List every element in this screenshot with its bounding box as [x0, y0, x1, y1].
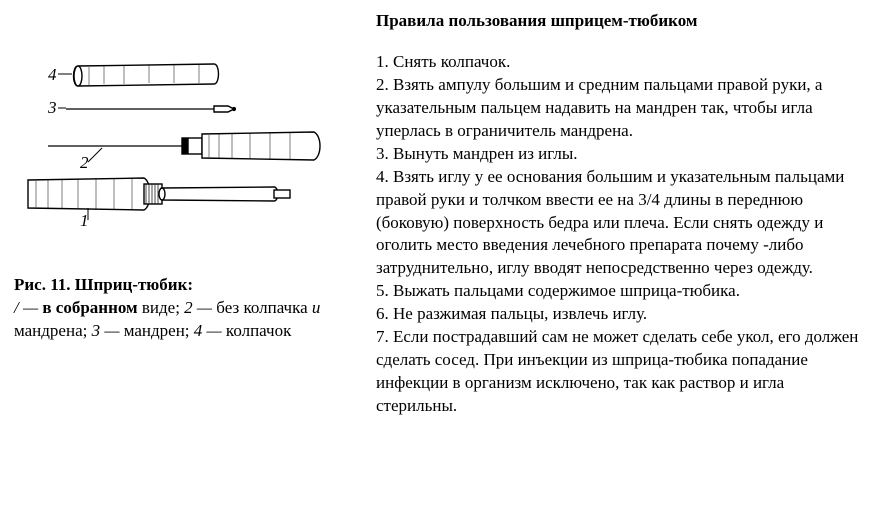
rule-7: 7. Если пострадавший сам не может сделат…	[376, 326, 862, 418]
rules-title: Правила пользования шприцем-тюбиком	[376, 10, 862, 33]
rule-3: 3. Вынуть мандрен из иглы.	[376, 143, 862, 166]
rule-5: 5. Выжать пальцами содержимое шприца-тюб…	[376, 280, 862, 303]
figure-label-2: 2	[80, 153, 89, 172]
rules-list: 1. Снять колпачок. 2. Взять ампулу больш…	[376, 51, 862, 418]
figure-block: 4 3 2 1	[14, 50, 350, 232]
figure-label-1: 1	[80, 211, 89, 230]
page-layout: 4 3 2 1 Рис. 11. Шприц-тюбик: / — в собр…	[14, 10, 862, 418]
syringe-tube-diagram: 4 3 2 1	[14, 50, 324, 232]
caption-body: / — в собранном виде; 2 — без колпачка и…	[14, 297, 350, 343]
figure-label-3: 3	[47, 98, 57, 117]
rule-4: 4. Взять иглу у ее основания большим и у…	[376, 166, 862, 281]
rule-2: 2. Взять ампулу большим и средним пальца…	[376, 74, 862, 143]
figure-label-4: 4	[48, 65, 57, 84]
left-column: 4 3 2 1 Рис. 11. Шприц-тюбик: / — в собр…	[14, 10, 350, 418]
figure-caption: Рис. 11. Шприц-тюбик: / — в собранном ви…	[14, 274, 350, 343]
rule-6: 6. Не разжимая пальцы, извлечь иглу.	[376, 303, 862, 326]
caption-title: Рис. 11. Шприц-тюбик:	[14, 274, 350, 297]
right-column: Правила пользования шприцем-тюбиком 1. С…	[376, 10, 862, 418]
rule-1: 1. Снять колпачок.	[376, 51, 862, 74]
